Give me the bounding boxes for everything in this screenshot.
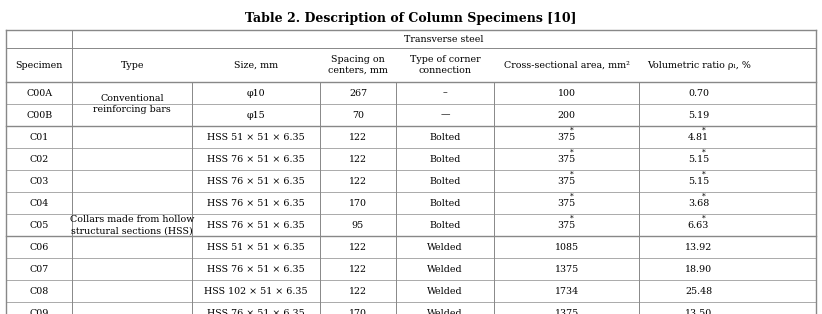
Text: HSS 76 × 51 × 6.35: HSS 76 × 51 × 6.35: [207, 154, 305, 164]
Text: —: —: [441, 111, 450, 120]
Text: C03: C03: [30, 176, 48, 186]
Text: Bolted: Bolted: [429, 176, 460, 186]
Text: 122: 122: [349, 264, 367, 273]
Text: 25.48: 25.48: [685, 286, 712, 295]
Text: Type: Type: [121, 61, 144, 69]
Text: Cross-sectional area, mm²: Cross-sectional area, mm²: [504, 61, 630, 69]
Text: 375: 375: [557, 198, 575, 208]
Text: Volumetric ratio ρₗ, %: Volumetric ratio ρₗ, %: [647, 61, 750, 69]
Text: HSS 51 × 51 × 6.35: HSS 51 × 51 × 6.35: [207, 242, 305, 252]
Text: 375: 375: [557, 220, 575, 230]
Text: C01: C01: [30, 133, 48, 142]
Text: Transverse steel: Transverse steel: [404, 35, 484, 44]
Text: *: *: [570, 149, 573, 157]
Text: Type of corner
connection: Type of corner connection: [409, 55, 480, 75]
Text: 122: 122: [349, 242, 367, 252]
Text: 3.68: 3.68: [688, 198, 709, 208]
Text: Bolted: Bolted: [429, 133, 460, 142]
Text: Bolted: Bolted: [429, 198, 460, 208]
Text: *: *: [702, 171, 705, 179]
Text: C06: C06: [30, 242, 48, 252]
Text: HSS 51 × 51 × 6.35: HSS 51 × 51 × 6.35: [207, 133, 305, 142]
Text: 122: 122: [349, 286, 367, 295]
Text: 4.81: 4.81: [688, 133, 709, 142]
Text: C02: C02: [30, 154, 48, 164]
Text: Welded: Welded: [427, 242, 463, 252]
Text: Conventional
reinforcing bars: Conventional reinforcing bars: [94, 94, 171, 114]
Text: *: *: [570, 193, 573, 201]
Text: C09: C09: [30, 308, 48, 314]
Text: 122: 122: [349, 133, 367, 142]
Text: 267: 267: [349, 89, 367, 98]
Text: Specimen: Specimen: [16, 61, 63, 69]
Text: Bolted: Bolted: [429, 220, 460, 230]
Text: 1375: 1375: [554, 308, 579, 314]
Text: C05: C05: [30, 220, 48, 230]
Text: *: *: [570, 171, 573, 179]
Text: 1375: 1375: [554, 264, 579, 273]
Text: 5.15: 5.15: [688, 176, 709, 186]
Text: Welded: Welded: [427, 286, 463, 295]
Text: 375: 375: [557, 154, 575, 164]
Text: HSS 102 × 51 × 6.35: HSS 102 × 51 × 6.35: [205, 286, 308, 295]
Text: 1734: 1734: [555, 286, 579, 295]
Text: *: *: [702, 127, 705, 135]
Text: 122: 122: [349, 176, 367, 186]
Text: 122: 122: [349, 154, 367, 164]
Text: HSS 76 × 51 × 6.35: HSS 76 × 51 × 6.35: [207, 308, 305, 314]
Text: φ10: φ10: [247, 89, 266, 98]
Text: *: *: [702, 193, 705, 201]
Text: 5.15: 5.15: [688, 154, 709, 164]
Text: 375: 375: [557, 176, 575, 186]
Text: Welded: Welded: [427, 264, 463, 273]
Text: 18.90: 18.90: [685, 264, 712, 273]
Text: 170: 170: [349, 198, 367, 208]
Text: 95: 95: [352, 220, 364, 230]
Text: Welded: Welded: [427, 308, 463, 314]
Text: HSS 76 × 51 × 6.35: HSS 76 × 51 × 6.35: [207, 198, 305, 208]
Text: 375: 375: [557, 133, 575, 142]
Text: Table 2. Description of Column Specimens [10]: Table 2. Description of Column Specimens…: [245, 12, 577, 25]
Text: HSS 76 × 51 × 6.35: HSS 76 × 51 × 6.35: [207, 264, 305, 273]
Text: C00A: C00A: [26, 89, 53, 98]
Text: C04: C04: [30, 198, 48, 208]
Text: 200: 200: [557, 111, 575, 120]
Text: Size, mm: Size, mm: [234, 61, 279, 69]
Text: φ15: φ15: [247, 111, 266, 120]
Text: C00B: C00B: [26, 111, 53, 120]
Text: 5.19: 5.19: [688, 111, 709, 120]
Text: *: *: [570, 215, 573, 223]
Text: *: *: [570, 127, 573, 135]
Text: HSS 76 × 51 × 6.35: HSS 76 × 51 × 6.35: [207, 176, 305, 186]
Text: –: –: [442, 89, 447, 98]
Text: Spacing on
centers, mm: Spacing on centers, mm: [328, 55, 388, 75]
Text: 6.63: 6.63: [688, 220, 709, 230]
Text: C08: C08: [30, 286, 48, 295]
Text: 13.50: 13.50: [685, 308, 712, 314]
Text: 13.92: 13.92: [685, 242, 712, 252]
Text: C07: C07: [30, 264, 48, 273]
Text: 170: 170: [349, 308, 367, 314]
Text: Bolted: Bolted: [429, 154, 460, 164]
Text: Collars made from hollow
structural sections (HSS): Collars made from hollow structural sect…: [70, 215, 195, 235]
Text: 70: 70: [352, 111, 364, 120]
Text: 1085: 1085: [555, 242, 579, 252]
Text: HSS 76 × 51 × 6.35: HSS 76 × 51 × 6.35: [207, 220, 305, 230]
Text: 0.70: 0.70: [688, 89, 709, 98]
Text: 100: 100: [557, 89, 575, 98]
Text: *: *: [702, 149, 705, 157]
Text: *: *: [702, 215, 705, 223]
